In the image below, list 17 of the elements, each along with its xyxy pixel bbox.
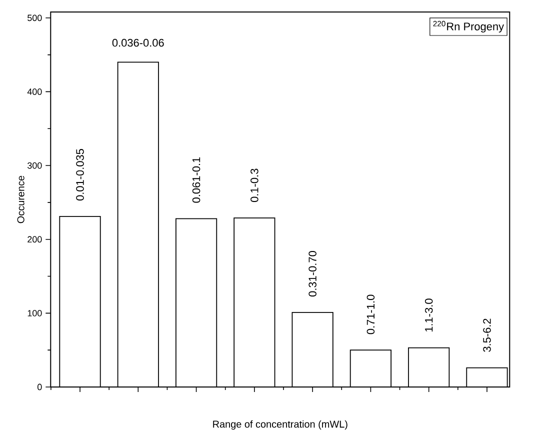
y-tick-label: 0 <box>37 384 42 390</box>
x-axis-title: Range of concentration (mWL) <box>213 420 348 430</box>
y-tick-label: 100 <box>28 310 42 316</box>
y-tick-label: 200 <box>28 236 42 243</box>
x-tick-label: 0.71-1.0 <box>366 294 375 334</box>
x-tick-label: 0.1-0.3 <box>250 168 258 202</box>
x-tick-label: 0.061-0.1 <box>192 157 200 203</box>
x-tick-label: 0.31-0.70 <box>308 251 316 296</box>
x-tick-label: 0.036-0.06 <box>112 38 164 47</box>
y-tick-label: 400 <box>27 88 42 95</box>
x-tick-label: 1.1-3.0 <box>424 298 433 332</box>
y-tick-label: 500 <box>28 14 42 22</box>
y-tick-label: 300 <box>28 162 42 169</box>
x-tick-label: 3.5-6.2 <box>483 318 491 352</box>
annotation: $^{220}$Rn Progeny <box>433 20 504 32</box>
y-axis-title: Occurence <box>17 176 24 224</box>
x-tick-label: 0.01-0.035 <box>76 149 84 201</box>
